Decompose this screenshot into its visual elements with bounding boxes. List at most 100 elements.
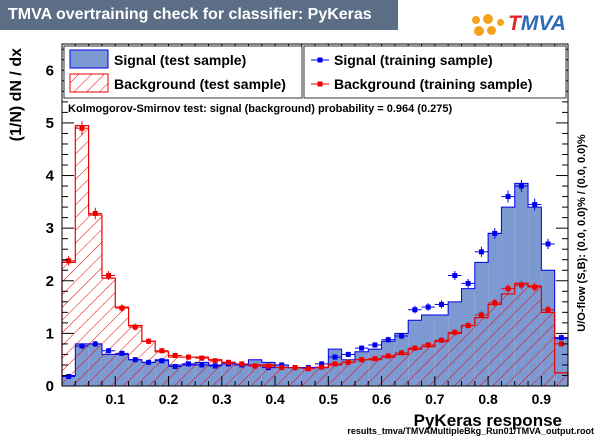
background-test-bar [341, 362, 355, 386]
background-test-bar [434, 341, 449, 386]
footer-filename: results_tmva/TMVAMultipleBkg_Run01/TMVA_… [347, 426, 594, 436]
background-training-point [279, 365, 285, 371]
x-tick-label: 0.6 [372, 391, 392, 407]
signal-training-point [146, 359, 152, 365]
legend-signal-test-swatch [69, 49, 109, 69]
signal-training-point [79, 343, 85, 349]
ks-annotation: Kolmogorov-Smirnov test: signal (backgro… [68, 103, 452, 115]
x-tick-label: 0.2 [159, 391, 179, 407]
x-tick-label: 0.9 [532, 391, 552, 407]
signal-training-point [532, 201, 538, 207]
signal-training-point [372, 342, 378, 348]
background-training-point [545, 307, 551, 313]
signal-training-point [385, 337, 391, 343]
tmva-logo-text: TMVA [508, 12, 566, 35]
signal-training-point [132, 357, 138, 363]
tmva-logo-icon [470, 14, 506, 36]
signal-training-point [66, 374, 72, 380]
signal-training-point [492, 230, 498, 236]
background-training-point [292, 365, 298, 371]
background-training-point [265, 363, 271, 369]
background-test-bar [221, 362, 236, 386]
signal-training-point [172, 364, 178, 370]
background-test-bar [488, 304, 502, 386]
signal-training-point [425, 304, 431, 310]
background-test-bar [448, 333, 462, 386]
signal-training-point [478, 249, 484, 255]
x-tick-label: 0.8 [478, 391, 498, 407]
background-training-point [319, 364, 325, 370]
legend-background-test-swatch [69, 73, 109, 93]
background-test-bar [261, 364, 276, 386]
background-training-point [399, 350, 405, 356]
background-training-point [385, 353, 391, 359]
x-tick-label: 0.7 [425, 391, 445, 407]
background-training-point [159, 348, 165, 354]
background-test-bar [75, 125, 89, 387]
x-tick-label: 0.5 [319, 391, 339, 407]
signal-training-point [199, 362, 205, 368]
background-test-bar [101, 278, 116, 386]
background-training-point [146, 338, 152, 344]
x-tick-label: 0.3 [212, 391, 232, 407]
background-test-bar [315, 367, 329, 386]
legend-box-right [303, 45, 567, 99]
background-training-point [186, 354, 191, 360]
background-training-point [518, 282, 524, 288]
background-test-bar [394, 354, 409, 386]
background-training-point [532, 284, 538, 290]
chart-title: TMVA overtraining check for classifier: … [0, 0, 398, 30]
signal-training-point [186, 361, 191, 367]
y-tick-label: 0 [46, 378, 54, 395]
background-test-bar [275, 367, 289, 386]
legend-signal-training-marker [317, 57, 323, 63]
signal-training-point [545, 241, 551, 247]
x-tick-label: 0.1 [106, 391, 126, 407]
background-training-point [478, 312, 484, 318]
background-test-bar [408, 349, 422, 386]
background-test-bar [288, 367, 302, 386]
background-training-point [225, 359, 231, 365]
background-test-bar [248, 364, 262, 386]
background-training-point [505, 286, 511, 292]
background-training-point [132, 324, 138, 330]
signal-training-point [332, 354, 338, 360]
background-test-bar [514, 283, 529, 386]
background-test-bar [354, 359, 369, 386]
background-test-bar [328, 364, 342, 386]
background-training-point [372, 356, 378, 362]
background-training-point [66, 258, 72, 264]
background-training-point [92, 210, 98, 216]
signal-training-point [505, 194, 511, 200]
signal-training-point [439, 301, 444, 307]
background-training-point [212, 358, 218, 364]
signal-training-point [412, 307, 418, 313]
background-training-point [558, 341, 564, 347]
background-test-bar [501, 293, 515, 386]
background-training-point [425, 342, 431, 348]
background-test-bar [554, 372, 568, 386]
overflow-label: U/O-flow (S,B): (0.0, 0.0)% / (0.0, 0.0)… [576, 134, 588, 332]
background-training-point [492, 300, 498, 306]
background-training-point [239, 361, 245, 367]
background-training-point [106, 273, 112, 279]
background-training-point [345, 359, 351, 365]
background-training-point [79, 125, 85, 131]
legend-background-test-label: Background (test sample) [114, 76, 286, 92]
legend-background-training-marker [317, 81, 323, 87]
signal-training-point [465, 280, 471, 286]
y-axis-label: (1/N) dN / dx [8, 48, 25, 141]
background-test-bar [381, 357, 395, 386]
signal-training-point [119, 350, 125, 356]
background-test-bar [301, 367, 315, 386]
background-test-bar [115, 307, 129, 386]
background-training-point [305, 366, 311, 372]
background-test-bar [195, 357, 209, 386]
background-training-point [119, 305, 125, 311]
signal-training-point [106, 348, 112, 354]
signal-training-point [558, 335, 564, 341]
background-training-point [452, 329, 458, 335]
y-tick-label: 4 [46, 168, 55, 185]
signal-training-point [92, 341, 98, 347]
